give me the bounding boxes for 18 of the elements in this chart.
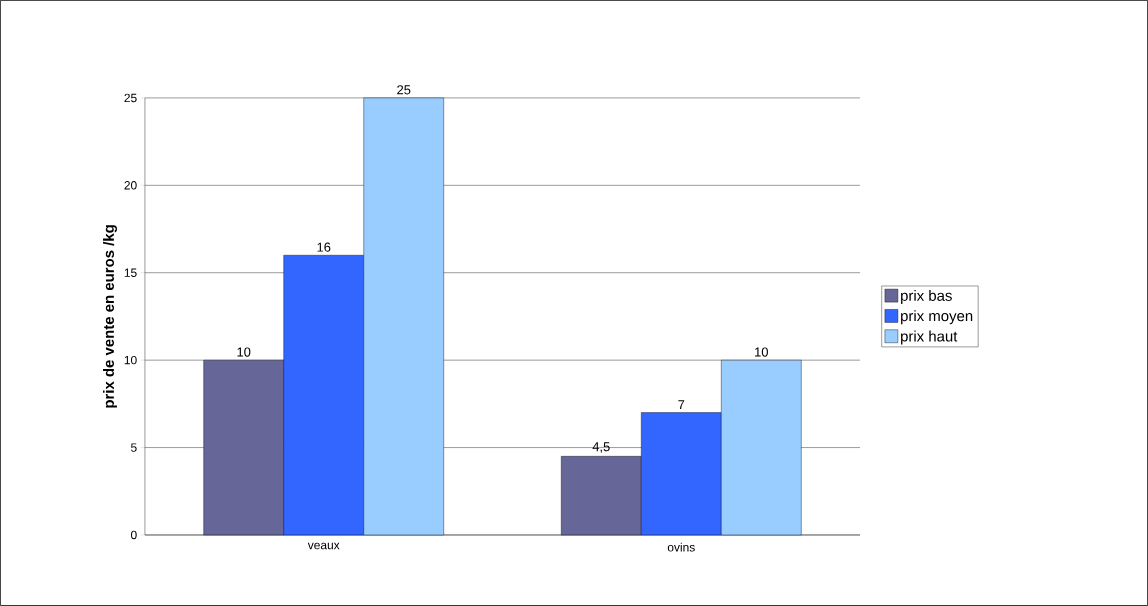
data-label: 10 — [755, 347, 768, 357]
y-tick-label: 20 — [124, 181, 137, 190]
data-label: 10 — [237, 347, 251, 357]
legend-label: prix bas — [901, 290, 952, 304]
y-axis-title: prix de vente en euros /kg — [103, 225, 118, 408]
y-tick-label: 15 — [124, 268, 137, 277]
legend-label: prix haut — [901, 330, 958, 345]
data-label: 16 — [317, 242, 331, 252]
y-tick-label: 0 — [130, 530, 137, 540]
x-tick-label: veaux — [307, 542, 340, 550]
x-tick-label: ovins — [667, 542, 695, 552]
legend-label: prix moyen — [901, 310, 973, 325]
data-label: 25 — [397, 85, 411, 95]
y-tick-label: 25 — [124, 93, 137, 103]
data-label: 7 — [678, 400, 685, 410]
y-tick-label: 10 — [124, 355, 137, 365]
data-label: 4,5 — [592, 442, 610, 453]
y-tick-label: 5 — [131, 443, 137, 452]
